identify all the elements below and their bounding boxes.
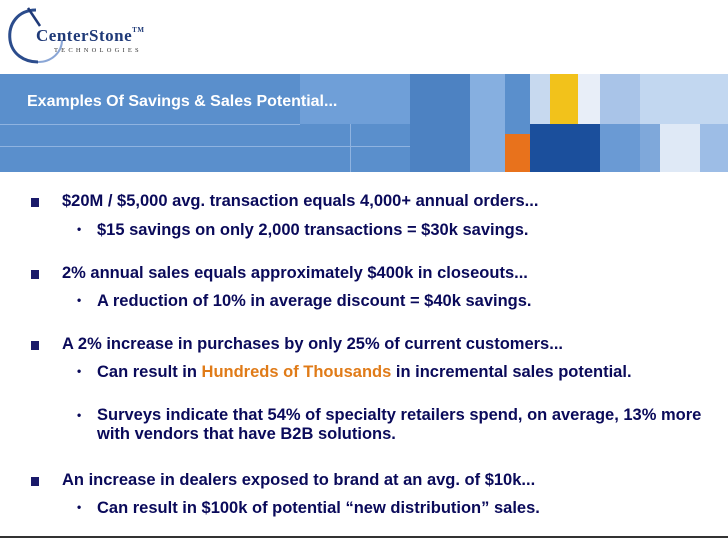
dot-bullet-icon: • [77, 222, 82, 236]
highlight-text: Hundreds of Thousands [201, 363, 392, 381]
bullet-item: 2% annual sales equals approximately $40… [62, 264, 528, 282]
sub-bullet-item: Surveys indicate that 54% of specialty r… [97, 406, 702, 443]
square-bullet-icon [31, 477, 39, 486]
dot-bullet-icon: • [77, 364, 82, 378]
square-bullet-icon [31, 198, 39, 207]
title-banner: Examples Of Savings & Sales Potential... [0, 74, 728, 172]
bullet-item: $20M / $5,000 avg. transaction equals 4,… [62, 192, 539, 210]
square-bullet-icon [31, 270, 39, 279]
banner-tile [505, 134, 530, 172]
bullet-item: A 2% increase in purchases by only 25% o… [62, 335, 563, 353]
dot-bullet-icon: • [77, 500, 82, 514]
banner-tile [530, 74, 550, 124]
sub-bullet-text: Can result in [97, 363, 202, 381]
banner-tile [600, 74, 640, 124]
banner-tile [300, 74, 410, 124]
sub-bullet-item: A reduction of 10% in average discount =… [97, 292, 532, 310]
logo-subtitle: TECHNOLOGIES [54, 47, 142, 54]
banner-tile [700, 124, 728, 172]
sub-bullet-item: $15 savings on only 2,000 transactions =… [97, 221, 529, 239]
banner-tile [660, 124, 700, 172]
banner-tile [0, 146, 410, 147]
sub-bullet-item: Can result in Hundreds of Thousands in i… [97, 363, 707, 382]
slide-title: Examples Of Savings & Sales Potential... [27, 93, 338, 110]
sub-bullet-item: Can result in $100k of potential “new di… [97, 499, 540, 517]
logo-tm: TM [132, 26, 145, 34]
banner-tile [640, 124, 660, 172]
sub-bullet-text: in incremental sales potential. [391, 363, 632, 381]
bullet-item: An increase in dealers exposed to brand … [62, 471, 536, 489]
logo-swoosh-icon [8, 7, 63, 64]
bottom-divider [0, 536, 728, 538]
banner-tile [410, 74, 470, 172]
banner-tile [0, 124, 300, 125]
company-logo: CenterStoneTM TECHNOLOGIES [6, 4, 166, 66]
banner-tile [600, 124, 640, 172]
banner-tile [470, 74, 505, 172]
logo-name: CenterStone [36, 26, 133, 45]
banner-tile [530, 124, 600, 172]
banner-tile [578, 74, 600, 124]
dot-bullet-icon: • [77, 293, 82, 307]
dot-bullet-icon: • [77, 408, 82, 422]
banner-tile [640, 74, 728, 124]
square-bullet-icon [31, 341, 39, 350]
banner-tile [550, 74, 578, 124]
banner-tile [350, 124, 351, 172]
